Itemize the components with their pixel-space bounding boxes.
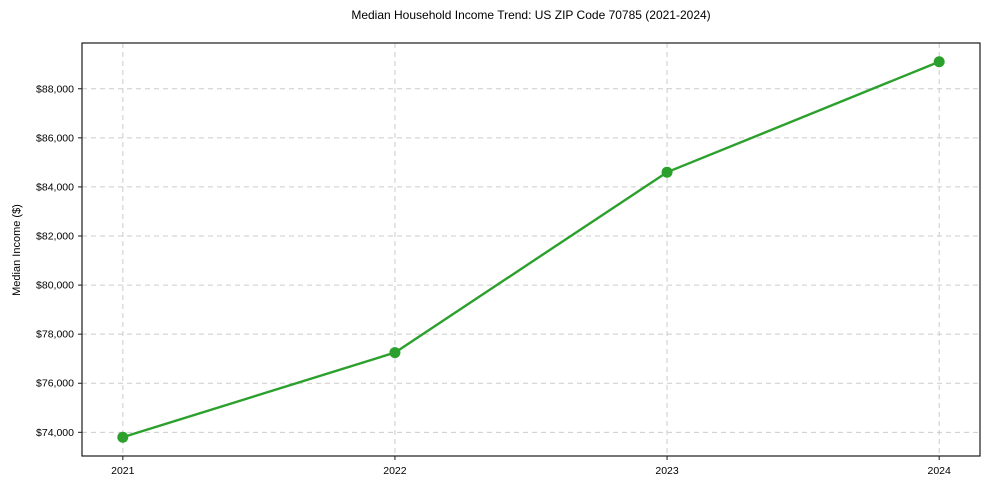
plot-border bbox=[81, 42, 981, 457]
y-tick-label: $82,000 bbox=[36, 231, 74, 243]
x-tick-label: 2021 bbox=[111, 465, 135, 477]
y-tick-label: $80,000 bbox=[36, 280, 74, 292]
y-tick-label: $88,000 bbox=[36, 83, 74, 95]
y-tick-label: $84,000 bbox=[36, 181, 74, 193]
y-tick-label: $86,000 bbox=[36, 132, 74, 144]
data-point bbox=[933, 56, 945, 68]
x-tick-label: 2023 bbox=[655, 465, 679, 477]
data-point bbox=[117, 431, 129, 443]
x-tick-label: 2024 bbox=[928, 465, 952, 477]
data-point bbox=[661, 166, 673, 178]
data-point bbox=[389, 347, 401, 359]
y-tick-label: $76,000 bbox=[36, 378, 74, 390]
chart-title: Median Household Income Trend: US ZIP Co… bbox=[351, 8, 711, 22]
x-tick-label: 2022 bbox=[383, 465, 407, 477]
y-tick-label: $78,000 bbox=[36, 329, 74, 341]
trend-line bbox=[121, 60, 941, 439]
y-tick-label: $74,000 bbox=[36, 427, 74, 439]
